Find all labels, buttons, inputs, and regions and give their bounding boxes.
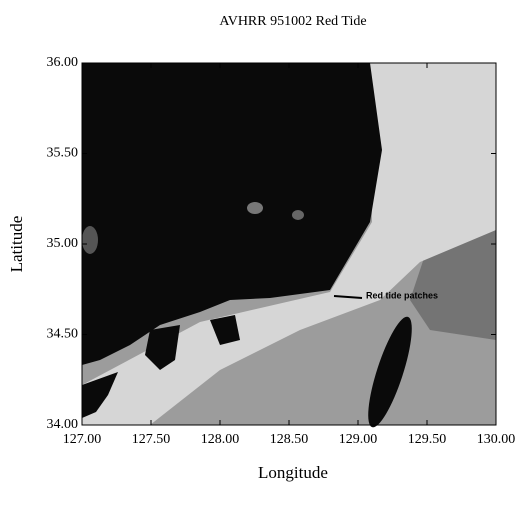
x-tick-label: 129.50 [408, 432, 447, 447]
y-tick-label: 35.00 [47, 236, 79, 251]
chart-title: AVHRR 951002 Red Tide [219, 14, 366, 29]
x-tick-label: 127.50 [132, 432, 171, 447]
x-tick-label: 127.00 [63, 432, 102, 447]
annotation: Red tide patches [366, 290, 438, 300]
cloud [247, 202, 263, 214]
x-tick-label: 129.00 [339, 432, 378, 447]
cloud [292, 210, 304, 220]
x-tick-label: 130.00 [477, 432, 516, 447]
y-tick-label: 34.50 [47, 327, 79, 342]
x-tick-label: 128.50 [270, 432, 309, 447]
x-axis-label: Longitude [258, 463, 328, 482]
chart: AVHRR 951002 Red Tide Red tide patches L… [0, 0, 525, 513]
cloud [82, 226, 98, 254]
x-tick-label: 128.00 [201, 432, 240, 447]
y-tick-label: 34.00 [47, 417, 79, 432]
satellite-image: Red tide patches [82, 63, 496, 431]
y-tick-label: 36.00 [47, 55, 79, 70]
y-axis-label: Latitude [7, 216, 26, 273]
y-tick-label: 35.50 [47, 146, 79, 161]
